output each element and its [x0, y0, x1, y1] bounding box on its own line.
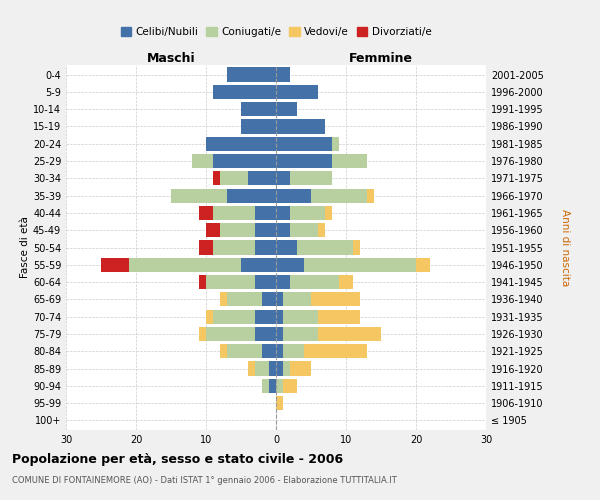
- Bar: [276, 396, 283, 410]
- Bar: [276, 68, 290, 82]
- Bar: [311, 188, 367, 202]
- Bar: [276, 327, 283, 341]
- Bar: [129, 258, 241, 272]
- Bar: [255, 310, 276, 324]
- Bar: [276, 292, 283, 306]
- Bar: [304, 344, 367, 358]
- Bar: [255, 275, 276, 289]
- Bar: [241, 120, 276, 134]
- Bar: [220, 223, 255, 238]
- Bar: [255, 327, 276, 341]
- Text: COMUNE DI FONTAINEMORE (AO) - Dati ISTAT 1° gennaio 2006 - Elaborazione TUTTITAL: COMUNE DI FONTAINEMORE (AO) - Dati ISTAT…: [12, 476, 397, 485]
- Bar: [171, 188, 227, 202]
- Bar: [213, 310, 255, 324]
- Bar: [192, 154, 213, 168]
- Bar: [283, 362, 290, 376]
- Bar: [213, 84, 276, 99]
- Bar: [276, 275, 290, 289]
- Y-axis label: Anni di nascita: Anni di nascita: [560, 209, 571, 286]
- Bar: [206, 275, 255, 289]
- Bar: [262, 344, 276, 358]
- Bar: [269, 379, 276, 393]
- Bar: [199, 275, 206, 289]
- Bar: [262, 379, 269, 393]
- Bar: [248, 171, 276, 186]
- Bar: [276, 258, 304, 272]
- Bar: [206, 310, 213, 324]
- Bar: [213, 206, 255, 220]
- Bar: [318, 327, 381, 341]
- Bar: [325, 206, 332, 220]
- Bar: [213, 240, 255, 254]
- Y-axis label: Fasce di età: Fasce di età: [20, 216, 30, 278]
- Bar: [101, 258, 129, 272]
- Bar: [199, 206, 213, 220]
- Bar: [241, 102, 276, 116]
- Bar: [220, 344, 227, 358]
- Bar: [255, 223, 276, 238]
- Bar: [297, 240, 353, 254]
- Bar: [339, 275, 353, 289]
- Bar: [276, 206, 290, 220]
- Bar: [416, 258, 430, 272]
- Bar: [248, 362, 255, 376]
- Bar: [276, 120, 325, 134]
- Bar: [304, 258, 416, 272]
- Bar: [276, 379, 283, 393]
- Bar: [220, 292, 227, 306]
- Bar: [283, 292, 311, 306]
- Bar: [206, 223, 220, 238]
- Bar: [227, 188, 276, 202]
- Legend: Celibi/Nubili, Coniugati/e, Vedovi/e, Divorziati/e: Celibi/Nubili, Coniugati/e, Vedovi/e, Di…: [116, 23, 436, 41]
- Bar: [276, 188, 311, 202]
- Bar: [276, 171, 290, 186]
- Bar: [276, 344, 283, 358]
- Bar: [283, 344, 304, 358]
- Bar: [255, 362, 269, 376]
- Bar: [199, 240, 213, 254]
- Bar: [318, 223, 325, 238]
- Text: Maschi: Maschi: [146, 52, 196, 65]
- Bar: [241, 258, 276, 272]
- Bar: [367, 188, 374, 202]
- Text: Popolazione per età, sesso e stato civile - 2006: Popolazione per età, sesso e stato civil…: [12, 452, 343, 466]
- Bar: [276, 240, 297, 254]
- Bar: [276, 136, 332, 151]
- Text: Femmine: Femmine: [349, 52, 413, 65]
- Bar: [290, 362, 311, 376]
- Bar: [283, 379, 297, 393]
- Bar: [311, 292, 360, 306]
- Bar: [269, 362, 276, 376]
- Bar: [290, 171, 332, 186]
- Bar: [290, 275, 339, 289]
- Bar: [206, 136, 276, 151]
- Bar: [276, 102, 297, 116]
- Bar: [283, 327, 318, 341]
- Bar: [199, 327, 206, 341]
- Bar: [276, 154, 332, 168]
- Bar: [255, 206, 276, 220]
- Bar: [276, 84, 318, 99]
- Bar: [332, 136, 339, 151]
- Bar: [206, 327, 255, 341]
- Bar: [255, 240, 276, 254]
- Bar: [276, 310, 283, 324]
- Bar: [227, 292, 262, 306]
- Bar: [276, 362, 283, 376]
- Bar: [213, 171, 220, 186]
- Bar: [353, 240, 360, 254]
- Bar: [220, 171, 248, 186]
- Bar: [290, 206, 325, 220]
- Bar: [290, 223, 318, 238]
- Bar: [227, 68, 276, 82]
- Bar: [276, 223, 290, 238]
- Bar: [318, 310, 360, 324]
- Bar: [213, 154, 276, 168]
- Bar: [283, 310, 318, 324]
- Bar: [332, 154, 367, 168]
- Bar: [262, 292, 276, 306]
- Bar: [227, 344, 262, 358]
